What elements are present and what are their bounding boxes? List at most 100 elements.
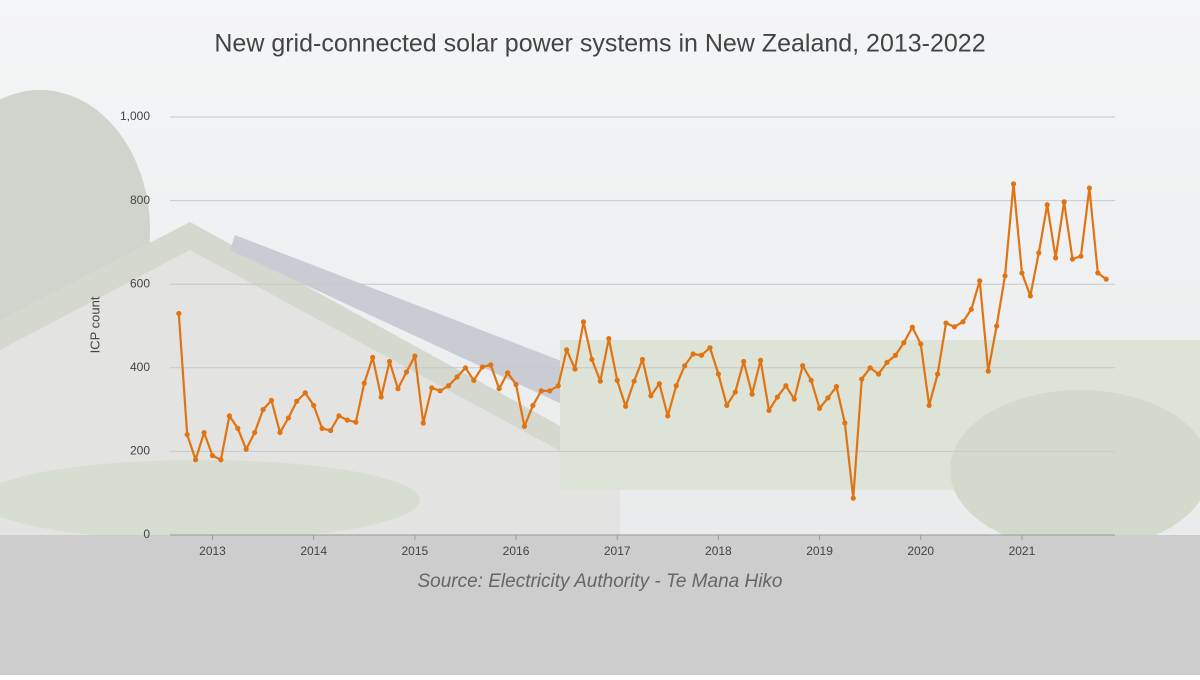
- point: [850, 495, 856, 501]
- point: [353, 419, 359, 425]
- point: [176, 310, 182, 317]
- point: [800, 363, 806, 369]
- point: [875, 371, 882, 377]
- point: [690, 351, 696, 357]
- point: [572, 366, 578, 372]
- point: [260, 407, 266, 413]
- point: [378, 394, 384, 400]
- point: [639, 356, 646, 363]
- point: [294, 398, 300, 404]
- point: [252, 429, 258, 436]
- bush: [0, 460, 420, 540]
- x-tick-label: 2021: [1009, 544, 1036, 558]
- x-tick-label: 2013: [199, 544, 226, 558]
- point: [277, 429, 283, 436]
- house: [0, 228, 620, 535]
- point: [319, 425, 325, 432]
- point: [884, 359, 890, 365]
- point: [985, 368, 991, 374]
- point: [614, 377, 620, 383]
- point: [555, 383, 561, 389]
- point: [564, 347, 570, 353]
- point: [682, 363, 688, 369]
- point: [648, 393, 654, 399]
- point: [1078, 253, 1084, 259]
- point: [226, 413, 232, 419]
- point: [597, 378, 603, 384]
- point: [1036, 250, 1042, 256]
- point: [184, 432, 190, 438]
- x-tick-label: 2014: [300, 544, 327, 558]
- point: [580, 319, 587, 325]
- point: [1095, 270, 1101, 276]
- point: [235, 425, 241, 432]
- x-tick-label: 2020: [907, 544, 934, 558]
- point: [901, 340, 907, 346]
- x-tick-label: 2019: [806, 544, 833, 558]
- point: [420, 420, 426, 426]
- point: [943, 320, 949, 326]
- point: [361, 380, 367, 386]
- point: [589, 356, 595, 363]
- point: [370, 354, 376, 360]
- point: [1069, 256, 1076, 262]
- point: [631, 378, 637, 384]
- point: [462, 365, 469, 371]
- point: [808, 377, 814, 383]
- point: [488, 362, 494, 368]
- point: [513, 381, 519, 388]
- x-tick-label: 2018: [705, 544, 732, 558]
- y-tick-label: 200: [130, 444, 150, 458]
- point: [994, 323, 1000, 329]
- point: [732, 389, 738, 395]
- point: [538, 388, 544, 394]
- x-tick-label: 2015: [401, 544, 428, 558]
- point: [344, 417, 350, 423]
- point: [715, 371, 721, 377]
- chart-title: New grid-connected solar power systems i…: [214, 30, 985, 58]
- point: [1027, 293, 1033, 299]
- point: [336, 413, 342, 419]
- point: [496, 386, 502, 392]
- point: [530, 402, 536, 409]
- point: [454, 374, 460, 380]
- point: [437, 388, 443, 394]
- point: [707, 345, 713, 351]
- point: [547, 388, 553, 394]
- point: [471, 377, 477, 383]
- point: [505, 370, 511, 376]
- point: [218, 457, 224, 463]
- point: [783, 383, 789, 389]
- point: [268, 397, 275, 404]
- point: [951, 324, 958, 330]
- point: [445, 383, 452, 389]
- point: [1053, 255, 1059, 261]
- point: [606, 335, 612, 342]
- point: [909, 324, 915, 330]
- point: [403, 369, 410, 375]
- point: [673, 383, 679, 389]
- point: [867, 365, 873, 371]
- x-tick-label: 2017: [604, 544, 631, 558]
- point: [192, 457, 199, 463]
- point: [816, 405, 823, 411]
- point: [825, 395, 831, 401]
- point: [285, 415, 291, 421]
- y-axis-label: ICP count: [87, 296, 102, 353]
- point: [429, 385, 435, 391]
- point: [749, 391, 755, 397]
- ground: [0, 535, 1200, 675]
- point: [859, 376, 865, 382]
- y-tick-label: 1,000: [120, 109, 150, 123]
- point: [757, 357, 764, 363]
- point: [327, 427, 334, 434]
- point: [833, 384, 840, 390]
- source: Source: Electricity Authority - Te Mana …: [417, 571, 782, 592]
- point: [741, 358, 747, 365]
- point: [479, 364, 485, 370]
- point: [395, 386, 401, 392]
- point: [698, 352, 705, 358]
- point: [521, 423, 528, 429]
- point: [968, 306, 974, 312]
